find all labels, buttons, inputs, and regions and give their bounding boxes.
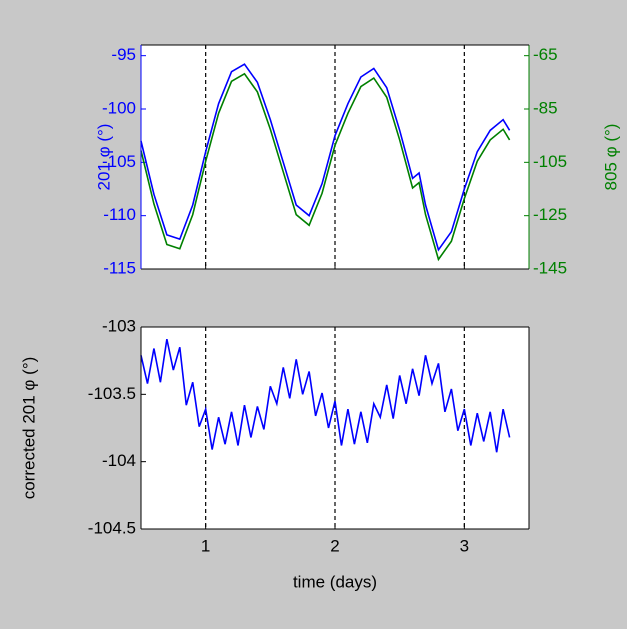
y-tick-label: -115 (103, 258, 136, 277)
y2-axis-label: 805 φ (°) (601, 124, 620, 191)
x-tick-label: 1 (201, 536, 210, 555)
y2-tick-label: -65 (533, 45, 558, 64)
y2-tick-label: -105 (533, 152, 567, 171)
x-tick-label: 2 (330, 536, 339, 555)
y2-tick-label: -125 (533, 205, 567, 224)
y-tick-label: -100 (102, 98, 136, 117)
y-axis-label: corrected 201 φ (°) (19, 357, 38, 500)
x-axis-label: time (days) (293, 572, 377, 591)
y-axis-label: 201 φ (°) (94, 124, 113, 191)
x-tick-label: 3 (460, 536, 469, 555)
y2-tick-label: -85 (533, 98, 558, 117)
y-tick-label: -105 (102, 152, 136, 171)
y-tick-label: -104.5 (88, 518, 136, 537)
data-line (140, 72, 511, 262)
y2-tick-label: -145 (533, 258, 567, 277)
data-line (140, 63, 511, 252)
y-tick-label: -103 (102, 316, 136, 335)
y-tick-label: -110 (103, 205, 136, 224)
y-tick-label: -103.5 (88, 384, 136, 403)
data-line (140, 338, 511, 453)
y-tick-label: -95 (111, 45, 136, 64)
y-tick-label: -104 (102, 451, 136, 470)
